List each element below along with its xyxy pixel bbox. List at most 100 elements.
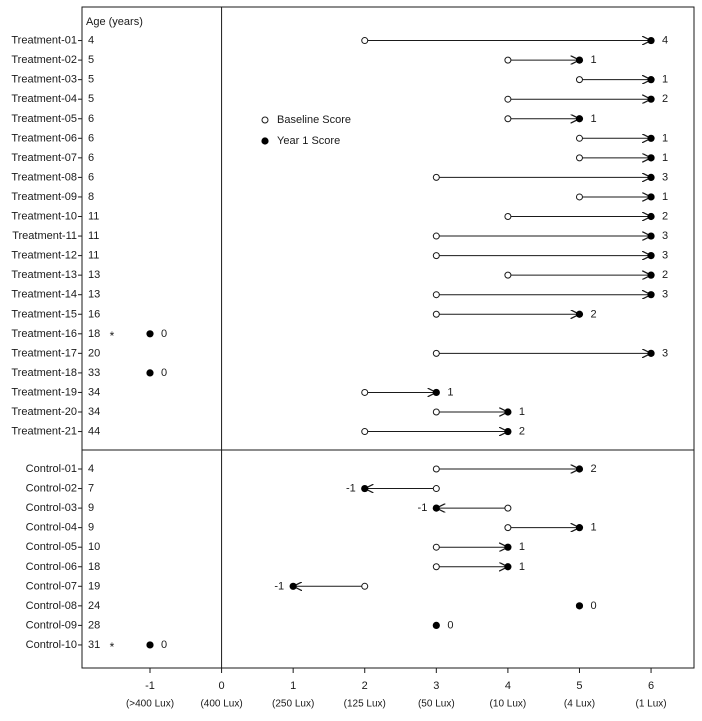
legend-year1-marker [261, 137, 269, 145]
age-value: 19 [88, 580, 100, 592]
row-label: Control-01 [26, 463, 77, 475]
row-label: Treatment-08 [11, 171, 77, 183]
change-label: -1 [274, 580, 284, 592]
age-value: 11 [88, 211, 99, 223]
year1-point [432, 504, 440, 512]
year1-point [575, 524, 584, 532]
age-value: 5 [88, 74, 94, 86]
baseline-point [504, 95, 512, 103]
change-label: 4 [662, 35, 668, 47]
change-label: 1 [519, 541, 525, 553]
change-label: 3 [662, 250, 668, 262]
baseline-point [432, 349, 440, 357]
age-value: 33 [88, 367, 100, 379]
x-lux-label: (4 Lux) [564, 699, 595, 710]
year1-point [289, 582, 297, 590]
year1-point [647, 212, 655, 221]
baseline-point [432, 465, 440, 473]
x-lux-label: (250 Lux) [272, 699, 314, 710]
baseline-point [575, 154, 583, 162]
row-label: Treatment-20 [11, 406, 77, 418]
x-tick-label: 1 [290, 680, 296, 692]
age-value: 6 [88, 171, 94, 183]
age-value: 5 [88, 54, 94, 66]
change-label: 0 [590, 600, 596, 612]
age-value: 18 [88, 561, 100, 573]
row-label: Control-05 [26, 541, 77, 553]
baseline-point [361, 37, 369, 45]
change-label: 0 [161, 367, 167, 379]
change-label: 3 [662, 289, 668, 301]
age-value: 44 [88, 426, 100, 438]
age-value: 9 [88, 522, 94, 534]
age-value: 6 [88, 152, 94, 164]
baseline-point [504, 213, 512, 220]
row-label: Treatment-13 [11, 269, 77, 281]
row-label: Treatment-06 [11, 132, 77, 144]
baseline-point [575, 193, 583, 201]
year1-point [647, 173, 655, 181]
change-label: 1 [662, 132, 668, 144]
row-label: Treatment-04 [11, 93, 77, 105]
change-label: 1 [662, 191, 668, 203]
age-value: 6 [88, 113, 94, 125]
baseline-point [432, 543, 440, 551]
year1-point [647, 193, 655, 201]
year1-point [647, 95, 655, 103]
baseline-point [432, 563, 440, 571]
legend-baseline-label: Baseline Score [277, 114, 351, 126]
legend: Baseline Score Year 1 Score [261, 114, 351, 147]
x-axis: -1 (>400 Lux) 0 (400 Lux) 1 (250 Lux) 2 (125 Lu… [78, 40, 667, 710]
baseline-point [504, 524, 512, 532]
row-label: Treatment-14 [11, 289, 77, 301]
change-label: 3 [662, 171, 668, 183]
x-lux-label: (10 Lux) [490, 699, 527, 710]
row-label: Treatment-21 [11, 426, 77, 438]
age-value: 28 [88, 619, 100, 631]
x-lux-label: (>400 Lux) [126, 699, 174, 710]
year1-point [504, 427, 512, 436]
baseline-point [432, 310, 440, 318]
year1-point [432, 621, 440, 630]
age-value: 13 [88, 269, 100, 281]
star-marker: * [110, 640, 115, 654]
baseline-point [361, 428, 369, 436]
year1-point [647, 232, 655, 240]
age-value: 4 [88, 463, 94, 475]
change-label: 3 [662, 347, 668, 359]
x-tick-label: 6 [648, 680, 654, 692]
year1-point [575, 310, 584, 318]
age-value: 20 [88, 347, 100, 359]
x-tick-label: 3 [433, 680, 439, 692]
year1-point [647, 154, 655, 162]
year1-point [432, 388, 440, 397]
age-value: 5 [88, 93, 94, 105]
year1-point [146, 369, 154, 377]
age-value: 18 [88, 328, 100, 340]
age-value: 4 [88, 35, 94, 47]
x-lux-label: (125 Lux) [344, 699, 386, 710]
year1-point [575, 56, 584, 64]
row-label: Control-10 [26, 639, 77, 651]
row-label: Treatment-16 [11, 328, 77, 340]
row-label: Treatment-07 [11, 152, 77, 164]
change-label: 2 [662, 93, 668, 105]
age-header: Age (years) [86, 16, 143, 28]
age-value: 7 [88, 483, 94, 495]
year1-point [647, 271, 655, 279]
row-label: Treatment-18 [11, 367, 77, 379]
row-label: Control-04 [26, 522, 77, 534]
year1-point [146, 330, 154, 338]
change-label: -1 [346, 483, 356, 495]
age-value: 16 [88, 308, 100, 320]
row-label: Control-02 [26, 483, 77, 495]
row-label: Treatment-10 [11, 211, 77, 223]
year1-point [504, 543, 512, 551]
legend-year1-label: Year 1 Score [277, 135, 340, 147]
year1-point [647, 349, 655, 357]
star-marker: * [110, 329, 115, 343]
row-label: Treatment-05 [11, 113, 77, 125]
baseline-point [504, 115, 512, 123]
